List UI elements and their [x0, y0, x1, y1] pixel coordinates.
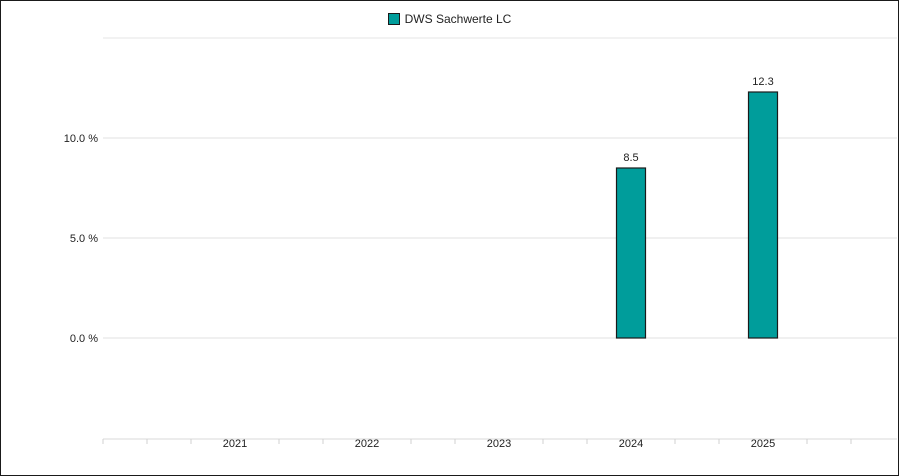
x-tick-label: 2022 [355, 438, 379, 450]
legend-item[interactable]: DWS Sachwerte LC [387, 12, 512, 26]
legend-label: DWS Sachwerte LC [404, 12, 512, 26]
data-label: 12.3 [752, 76, 773, 88]
data-label: 8.5 [623, 152, 638, 164]
y-tick-label: 5.0 % [70, 233, 98, 245]
x-tick-label: 2021 [223, 438, 247, 450]
y-tick-label: 0.0 % [70, 333, 98, 345]
x-tick-label: 2023 [487, 438, 511, 450]
legend-swatch [387, 13, 400, 25]
bar [747, 91, 779, 339]
bar [615, 167, 647, 339]
legend: DWS Sachwerte LC [0, 12, 899, 28]
x-tick-label: 2024 [619, 438, 643, 450]
y-tick-label: 10.0 % [64, 133, 98, 145]
x-tick-label: 2025 [751, 438, 775, 450]
